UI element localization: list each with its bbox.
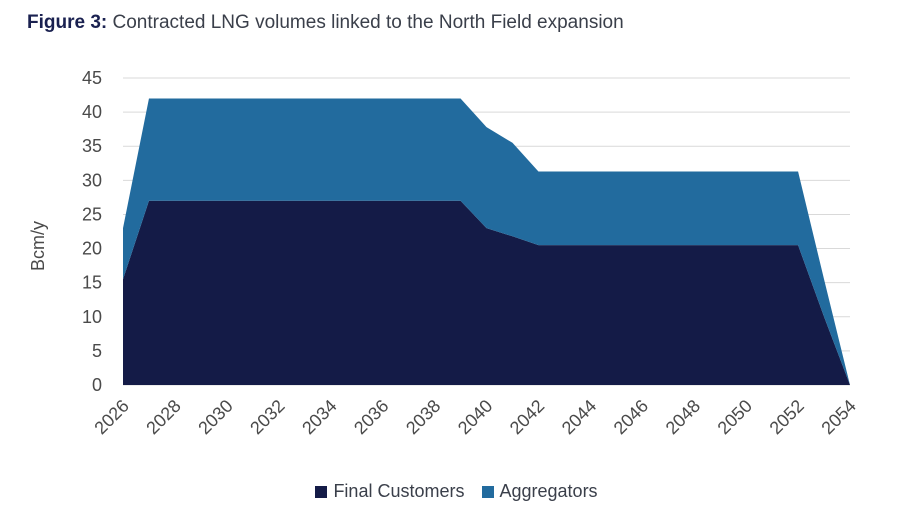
y-tick-label-40: 40 — [82, 102, 102, 122]
figure-title: Figure 3: Contracted LNG volumes linked … — [27, 12, 624, 34]
y-tick-label-15: 15 — [82, 273, 102, 293]
x-tick-label-2030: 2030 — [194, 396, 236, 438]
y-tick-label-35: 35 — [82, 136, 102, 156]
x-tick-label-2036: 2036 — [350, 396, 392, 438]
y-tick-label-0: 0 — [92, 375, 102, 395]
y-tick-label-10: 10 — [82, 307, 102, 327]
figure-label: Figure 3: — [27, 12, 108, 33]
x-tick-labels: 2026 2028 2030 2032 2034 2036 2038 2040 2042 2044… — [90, 396, 859, 438]
legend-swatch-final-customers — [315, 485, 328, 498]
x-tick-label-2046: 2046 — [610, 396, 652, 438]
area-aggregators — [123, 98, 850, 385]
legend-label-aggregators: Aggregators — [499, 481, 598, 501]
x-tick-label-2042: 2042 — [506, 396, 548, 438]
y-tick-label-45: 45 — [82, 68, 102, 88]
legend-item-final-customers: Final Customers — [315, 481, 464, 502]
legend: Final Customers Aggregators — [0, 481, 913, 503]
x-tick-label-2050: 2050 — [714, 396, 756, 438]
y-tick-label-5: 5 — [92, 341, 102, 361]
y-tick-labels: 0 5 10 15 20 25 30 35 40 45 — [82, 68, 102, 395]
x-tick-label-2052: 2052 — [766, 396, 808, 438]
x-tick-label-2044: 2044 — [558, 396, 600, 438]
x-tick-label-2028: 2028 — [142, 396, 184, 438]
area-final-customers — [123, 200, 850, 385]
x-tick-label-2038: 2038 — [402, 396, 444, 438]
x-tick-label-2032: 2032 — [246, 396, 288, 438]
y-axis-title: Bcm/y — [28, 221, 48, 271]
y-tick-label-25: 25 — [82, 204, 102, 224]
legend-label-final-customers: Final Customers — [333, 481, 465, 501]
x-tick-label-2054: 2054 — [817, 396, 859, 438]
x-tick-label-2034: 2034 — [298, 396, 340, 438]
x-tick-label-2040: 2040 — [454, 396, 496, 438]
series-areas — [123, 98, 850, 385]
y-tick-label-20: 20 — [82, 239, 102, 259]
figure-title-text: Contracted LNG volumes linked to the Nor… — [112, 12, 624, 33]
x-tick-label-2048: 2048 — [662, 396, 704, 438]
x-tick-label-2026: 2026 — [90, 396, 132, 438]
legend-item-aggregators: Aggregators — [481, 481, 598, 502]
y-tick-label-30: 30 — [82, 170, 102, 190]
legend-swatch-aggregators — [481, 485, 494, 498]
